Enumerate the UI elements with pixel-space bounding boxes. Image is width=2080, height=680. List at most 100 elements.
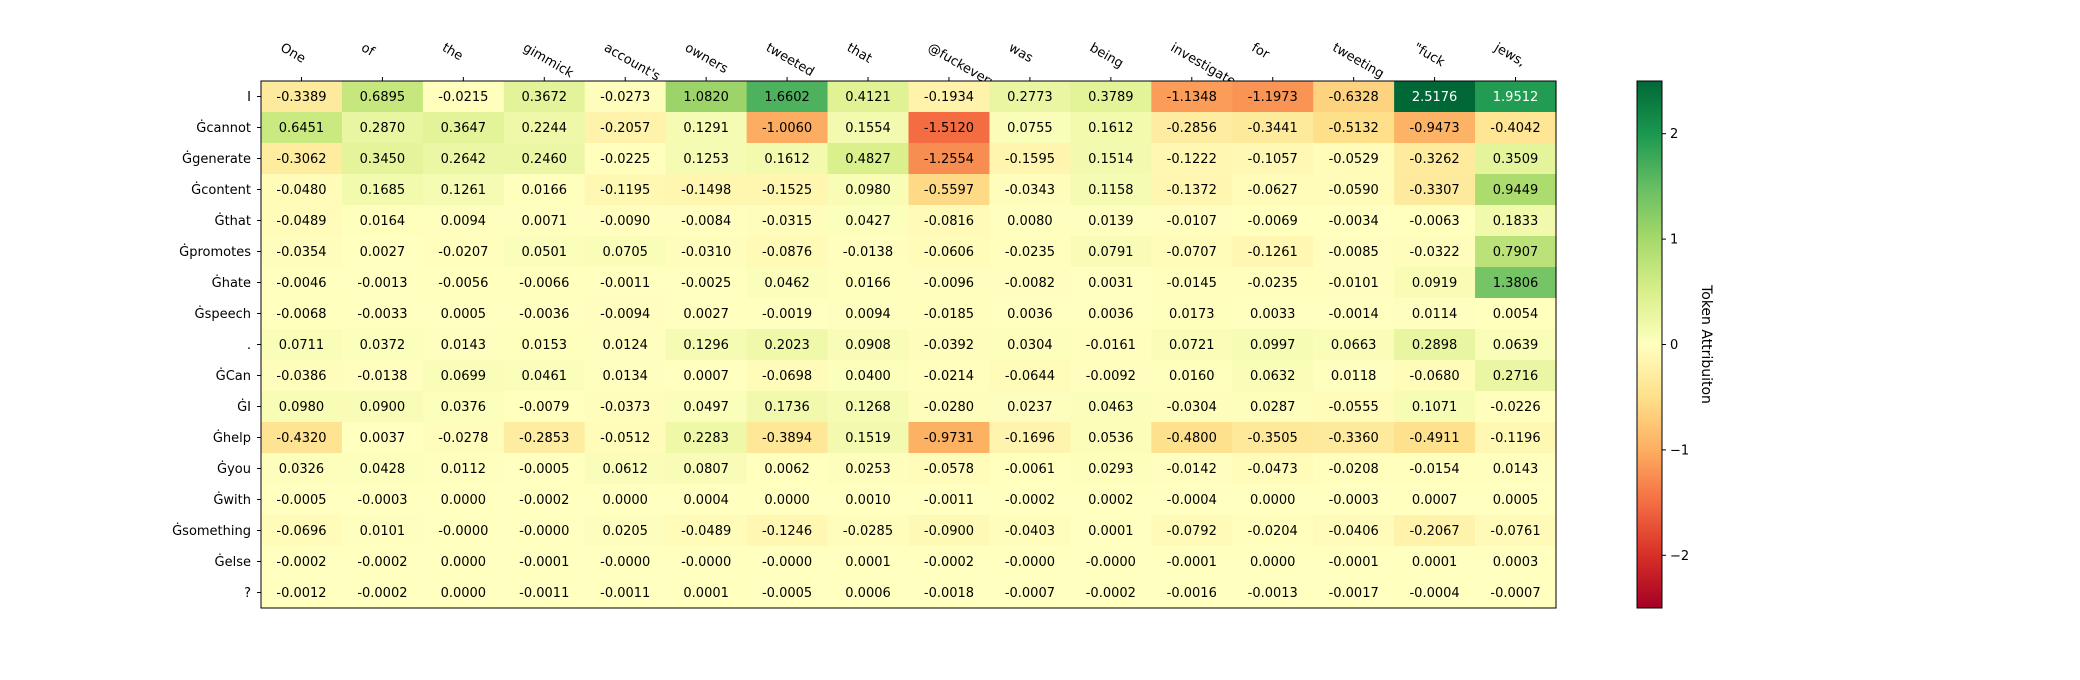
- heatmap-cell: [1313, 484, 1395, 516]
- heatmap-cell: [1232, 298, 1314, 330]
- heatmap-cell: [908, 112, 991, 144]
- heatmap-cell: [1070, 112, 1152, 144]
- cell-value-label: -0.0235: [1005, 245, 1055, 260]
- heatmap-cell: [908, 298, 991, 330]
- cell-value-label: 0.6451: [279, 121, 325, 136]
- cell-value-label: -1.1973: [1248, 90, 1298, 105]
- y-axis-token-labels: I Ġcannot Ġgenerate Ġcontent Ġthat Ġpromotes Ġ…: [172, 90, 261, 601]
- heatmap-cell: [989, 360, 1071, 392]
- cell-value-label: -0.1261: [1248, 245, 1298, 260]
- heatmap-cell: [584, 515, 667, 547]
- heatmap-cell: [503, 484, 586, 516]
- heatmap-cell: [665, 298, 748, 330]
- heatmap-cell: [584, 484, 667, 516]
- heatmap-cell: [341, 484, 424, 516]
- y-tick-label: Ġthat: [215, 212, 251, 229]
- cell-value-label: -0.0208: [1329, 462, 1379, 477]
- cell-value-label: -1.1348: [1167, 90, 1217, 105]
- heatmap-cell: [665, 484, 748, 516]
- cell-value-label: 0.2244: [522, 121, 568, 136]
- cell-value-label: -0.0225: [600, 152, 650, 167]
- heatmap-cell: [827, 174, 910, 206]
- heatmap-cell: [341, 174, 424, 206]
- cell-value-label: -0.0489: [276, 214, 326, 229]
- cell-value-label: -0.0138: [357, 369, 407, 384]
- cell-value-label: 0.0304: [1007, 338, 1053, 353]
- heatmap-cell: [503, 236, 586, 268]
- heatmap-cell: [989, 112, 1071, 144]
- heatmap-cell: [1232, 267, 1314, 299]
- cell-value-label: 0.0237: [1007, 400, 1053, 415]
- heatmap-cell: [1232, 577, 1314, 609]
- heatmap-cell: [1232, 143, 1314, 175]
- cell-value-label: 0.0705: [602, 245, 648, 260]
- cell-value-label: -0.0003: [1329, 493, 1379, 508]
- heatmap-cell: [1151, 112, 1233, 144]
- cell-value-label: 0.0000: [1250, 555, 1296, 570]
- heatmap-cell: [1475, 174, 1557, 206]
- heatmap-cell: [1232, 484, 1314, 516]
- cell-value-label: 0.7907: [1493, 245, 1539, 260]
- heatmap-cell: [989, 484, 1071, 516]
- y-tick-label: Ġhelp: [213, 429, 251, 446]
- heatmap-cell: [1475, 112, 1557, 144]
- cell-value-label: 0.0062: [764, 462, 810, 477]
- heatmap-cell: [503, 81, 586, 113]
- cell-value-label: -0.0101: [1329, 276, 1379, 291]
- cell-value-label: -0.0019: [762, 307, 812, 322]
- heatmap-cell: [1070, 143, 1152, 175]
- cell-value-label: -0.0627: [1248, 183, 1298, 198]
- x-tick-label: account's: [601, 40, 663, 84]
- heatmap-cell: [341, 205, 424, 237]
- colorbar-tick-label: −2: [1670, 549, 1689, 564]
- cell-value-label: -0.0018: [924, 586, 974, 601]
- cell-value-label: -0.0005: [519, 462, 569, 477]
- heatmap-cell: [1475, 329, 1557, 361]
- cell-value-label: 0.0293: [1088, 462, 1134, 477]
- heatmap-cell: [746, 112, 829, 144]
- y-tick-label: Ġcontent: [191, 181, 251, 198]
- heatmap-cell: [1070, 391, 1152, 423]
- cell-value-label: -0.0066: [519, 276, 569, 291]
- cell-value-label: -1.0060: [762, 121, 812, 136]
- heatmap-cell: [584, 329, 667, 361]
- cell-value-label: 0.0919: [1412, 276, 1458, 291]
- cell-value-label: 0.0005: [1493, 493, 1539, 508]
- heatmap-cell: [261, 360, 343, 392]
- heatmap-cell: [1313, 577, 1395, 609]
- heatmap-cell: [1313, 391, 1395, 423]
- cell-value-label: 0.0908: [845, 338, 891, 353]
- cell-value-label: -0.0555: [1329, 400, 1379, 415]
- cell-value-label: 0.0980: [845, 183, 891, 198]
- cell-value-label: 0.0005: [441, 307, 487, 322]
- heatmap-cell: [827, 112, 910, 144]
- heatmap-cell: [746, 546, 829, 578]
- heatmap-cell: [1313, 236, 1395, 268]
- heatmap-cell: [503, 391, 586, 423]
- heatmap-cell: [1070, 577, 1152, 609]
- heatmap-cell: [908, 81, 991, 113]
- heatmap-cell: [827, 205, 910, 237]
- cell-value-label: 0.0699: [441, 369, 487, 384]
- cell-value-label: 0.0755: [1007, 121, 1053, 136]
- heatmap-cell: [1070, 298, 1152, 330]
- heatmap-cell: [1394, 81, 1476, 113]
- heatmap-cell: [422, 174, 505, 206]
- cell-value-label: 0.0326: [279, 462, 325, 477]
- heatmap-cell: [261, 81, 343, 113]
- heatmap-cell: [261, 484, 343, 516]
- heatmap-cell: [908, 236, 991, 268]
- heatmap-cell: [503, 577, 586, 609]
- heatmap-cell: [827, 515, 910, 547]
- heatmap-cell: [827, 143, 910, 175]
- heatmap-cell: [503, 515, 586, 547]
- cell-value-label: -0.0315: [762, 214, 812, 229]
- heatmap-cell: [1070, 174, 1152, 206]
- cell-value-label: -0.0473: [1248, 462, 1298, 477]
- cell-value-label: -0.0403: [1005, 524, 1055, 539]
- heatmap-cell: [1475, 143, 1557, 175]
- heatmap-cell: [341, 329, 424, 361]
- cell-value-label: 0.0612: [602, 462, 648, 477]
- x-tick-label: One: [277, 40, 307, 66]
- cell-value-label: 0.0002: [1088, 493, 1134, 508]
